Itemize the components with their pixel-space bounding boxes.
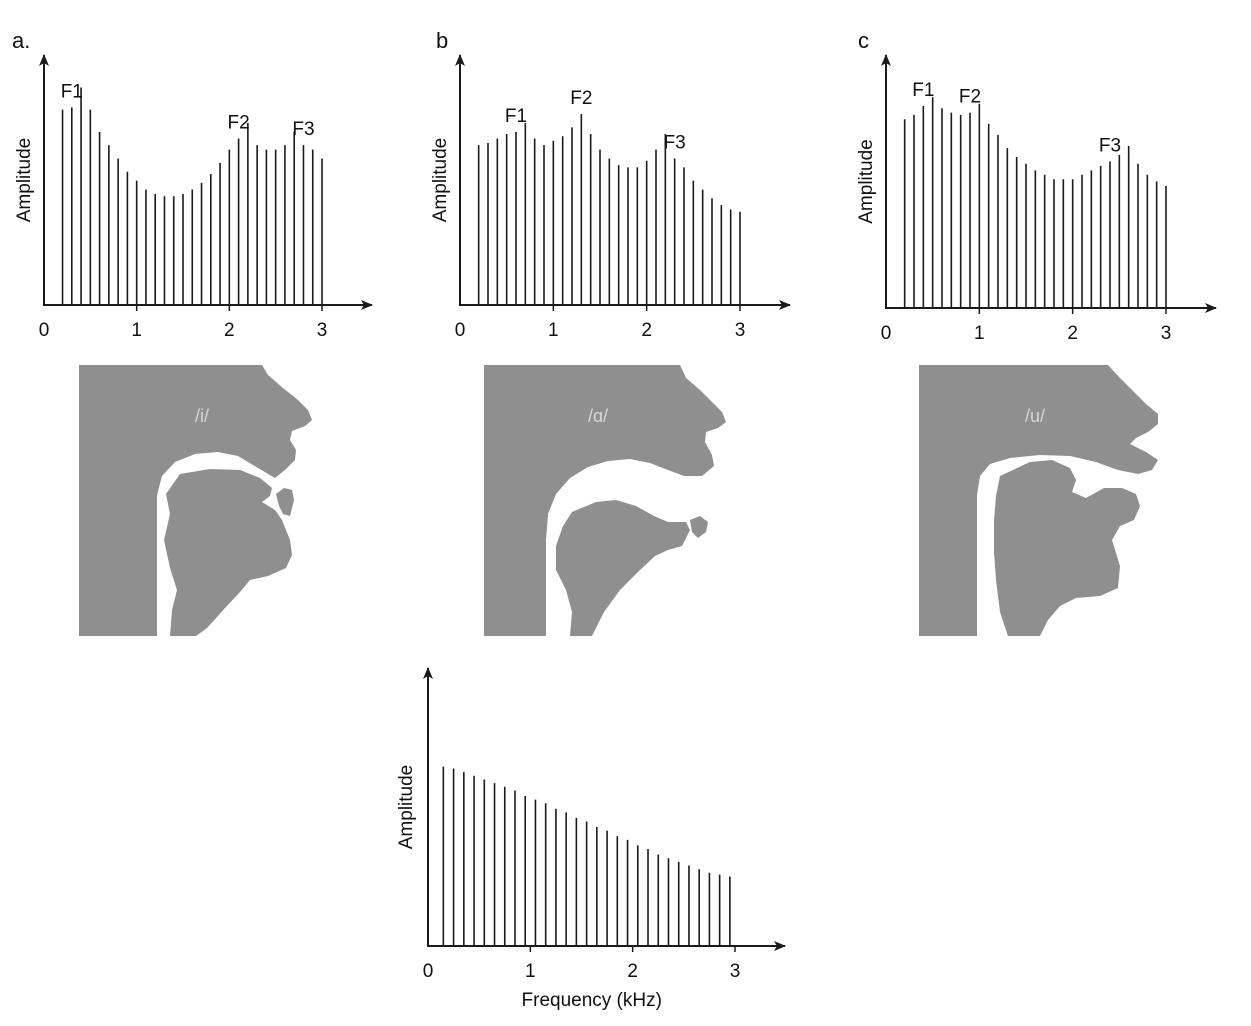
vocal-tract-a-lower-lip <box>690 516 708 538</box>
vowel-label-u: /u/ <box>1025 406 1045 426</box>
vocal-tract-u-head <box>919 365 1158 636</box>
spectrum-chart-b: 0 1 2 3 Amplitude F1 F2 F3 <box>430 54 791 341</box>
formant-label: F3 <box>664 132 686 153</box>
spectrum-chart-a: 0 1 2 3 Amplitude F1 F2 F3 <box>14 54 373 341</box>
x-tick-label: 1 <box>974 323 985 344</box>
y-axis-label: Amplitude <box>396 765 417 850</box>
vocal-tract-i-head <box>79 365 312 636</box>
vocal-tract-i-tongue <box>164 469 292 636</box>
vowel-label-a: /ɑ/ <box>588 406 608 426</box>
formant-label: F1 <box>912 80 934 101</box>
x-tick-label: 3 <box>735 320 746 341</box>
panel-label-c: c <box>858 28 869 53</box>
panel-label-a: a. <box>12 28 30 53</box>
y-axis-label: Amplitude <box>430 138 451 223</box>
formant-label: F3 <box>292 119 314 140</box>
x-tick-label: 2 <box>224 320 235 341</box>
x-tick-label: 0 <box>881 323 892 344</box>
formant-label: F2 <box>570 88 592 109</box>
vocal-tract-i <box>79 365 312 636</box>
vocal-tract-a-head <box>484 365 726 636</box>
vocal-tract-a-tongue <box>556 500 690 636</box>
formant-label: F3 <box>1099 135 1121 156</box>
x-tick-label: 3 <box>317 320 328 341</box>
y-axis-label: Amplitude <box>856 139 877 224</box>
x-tick-label: 0 <box>455 320 466 341</box>
x-tick-label: 2 <box>627 961 638 982</box>
source-spectrum-chart: 0 1 2 3 Amplitude Frequency (kHz) <box>396 667 786 1011</box>
x-tick-label: 0 <box>39 320 50 341</box>
vocal-tract-u <box>919 365 1158 636</box>
y-axis-label: Amplitude <box>14 138 35 223</box>
x-tick-label: 2 <box>641 320 652 341</box>
x-tick-label: 1 <box>525 961 536 982</box>
formant-label: F2 <box>959 87 981 108</box>
panel-label-b: b <box>436 28 448 53</box>
vocal-tract-u-tongue <box>994 460 1140 636</box>
x-tick-label: 0 <box>423 961 434 982</box>
formant-label: F2 <box>228 113 250 134</box>
x-tick-label: 2 <box>1067 323 1078 344</box>
x-tick-label: 1 <box>131 320 142 341</box>
vocal-tract-a <box>484 365 726 636</box>
vowel-label-i: /i/ <box>195 406 209 426</box>
formant-label: F1 <box>505 106 527 127</box>
vocal-tract-i-lower-lip <box>276 488 294 516</box>
x-tick-label: 3 <box>1161 323 1172 344</box>
x-tick-label: 1 <box>548 320 559 341</box>
spectrum-chart-c: 0 1 2 3 Amplitude F1 F2 F3 <box>856 54 1217 344</box>
x-axis-label: Frequency (kHz) <box>522 990 662 1011</box>
formant-label: F1 <box>61 81 83 102</box>
x-tick-label: 3 <box>730 961 741 982</box>
